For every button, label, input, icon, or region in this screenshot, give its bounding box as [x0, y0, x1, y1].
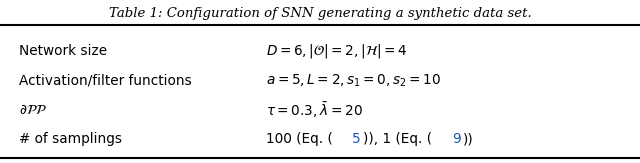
Text: 100 (Eq. (: 100 (Eq. ( [266, 132, 332, 146]
Text: Activation/filter functions: Activation/filter functions [19, 74, 192, 88]
Text: $\tau = 0.3, \bar{\lambda} = 20$: $\tau = 0.3, \bar{\lambda} = 20$ [266, 100, 362, 120]
Text: Network size: Network size [19, 44, 108, 58]
Text: $D = 6, |\mathcal{O}| = 2, |\mathcal{H}| = 4$: $D = 6, |\mathcal{O}| = 2, |\mathcal{H}|… [266, 42, 407, 60]
Text: 9: 9 [452, 132, 461, 146]
Text: # of samplings: # of samplings [19, 132, 122, 146]
Text: $a = 5, L = 2, s_1 = 0, s_2 = 10$: $a = 5, L = 2, s_1 = 0, s_2 = 10$ [266, 73, 441, 89]
Text: 5: 5 [352, 132, 360, 146]
Text: )): )) [463, 132, 474, 146]
Text: Table 1: Configuration of SNN generating a synthetic data set.: Table 1: Configuration of SNN generating… [109, 7, 531, 20]
Text: )), 1 (Eq. (: )), 1 (Eq. ( [363, 132, 432, 146]
Text: $\partial\mathcal{PP}$: $\partial\mathcal{PP}$ [19, 103, 47, 117]
